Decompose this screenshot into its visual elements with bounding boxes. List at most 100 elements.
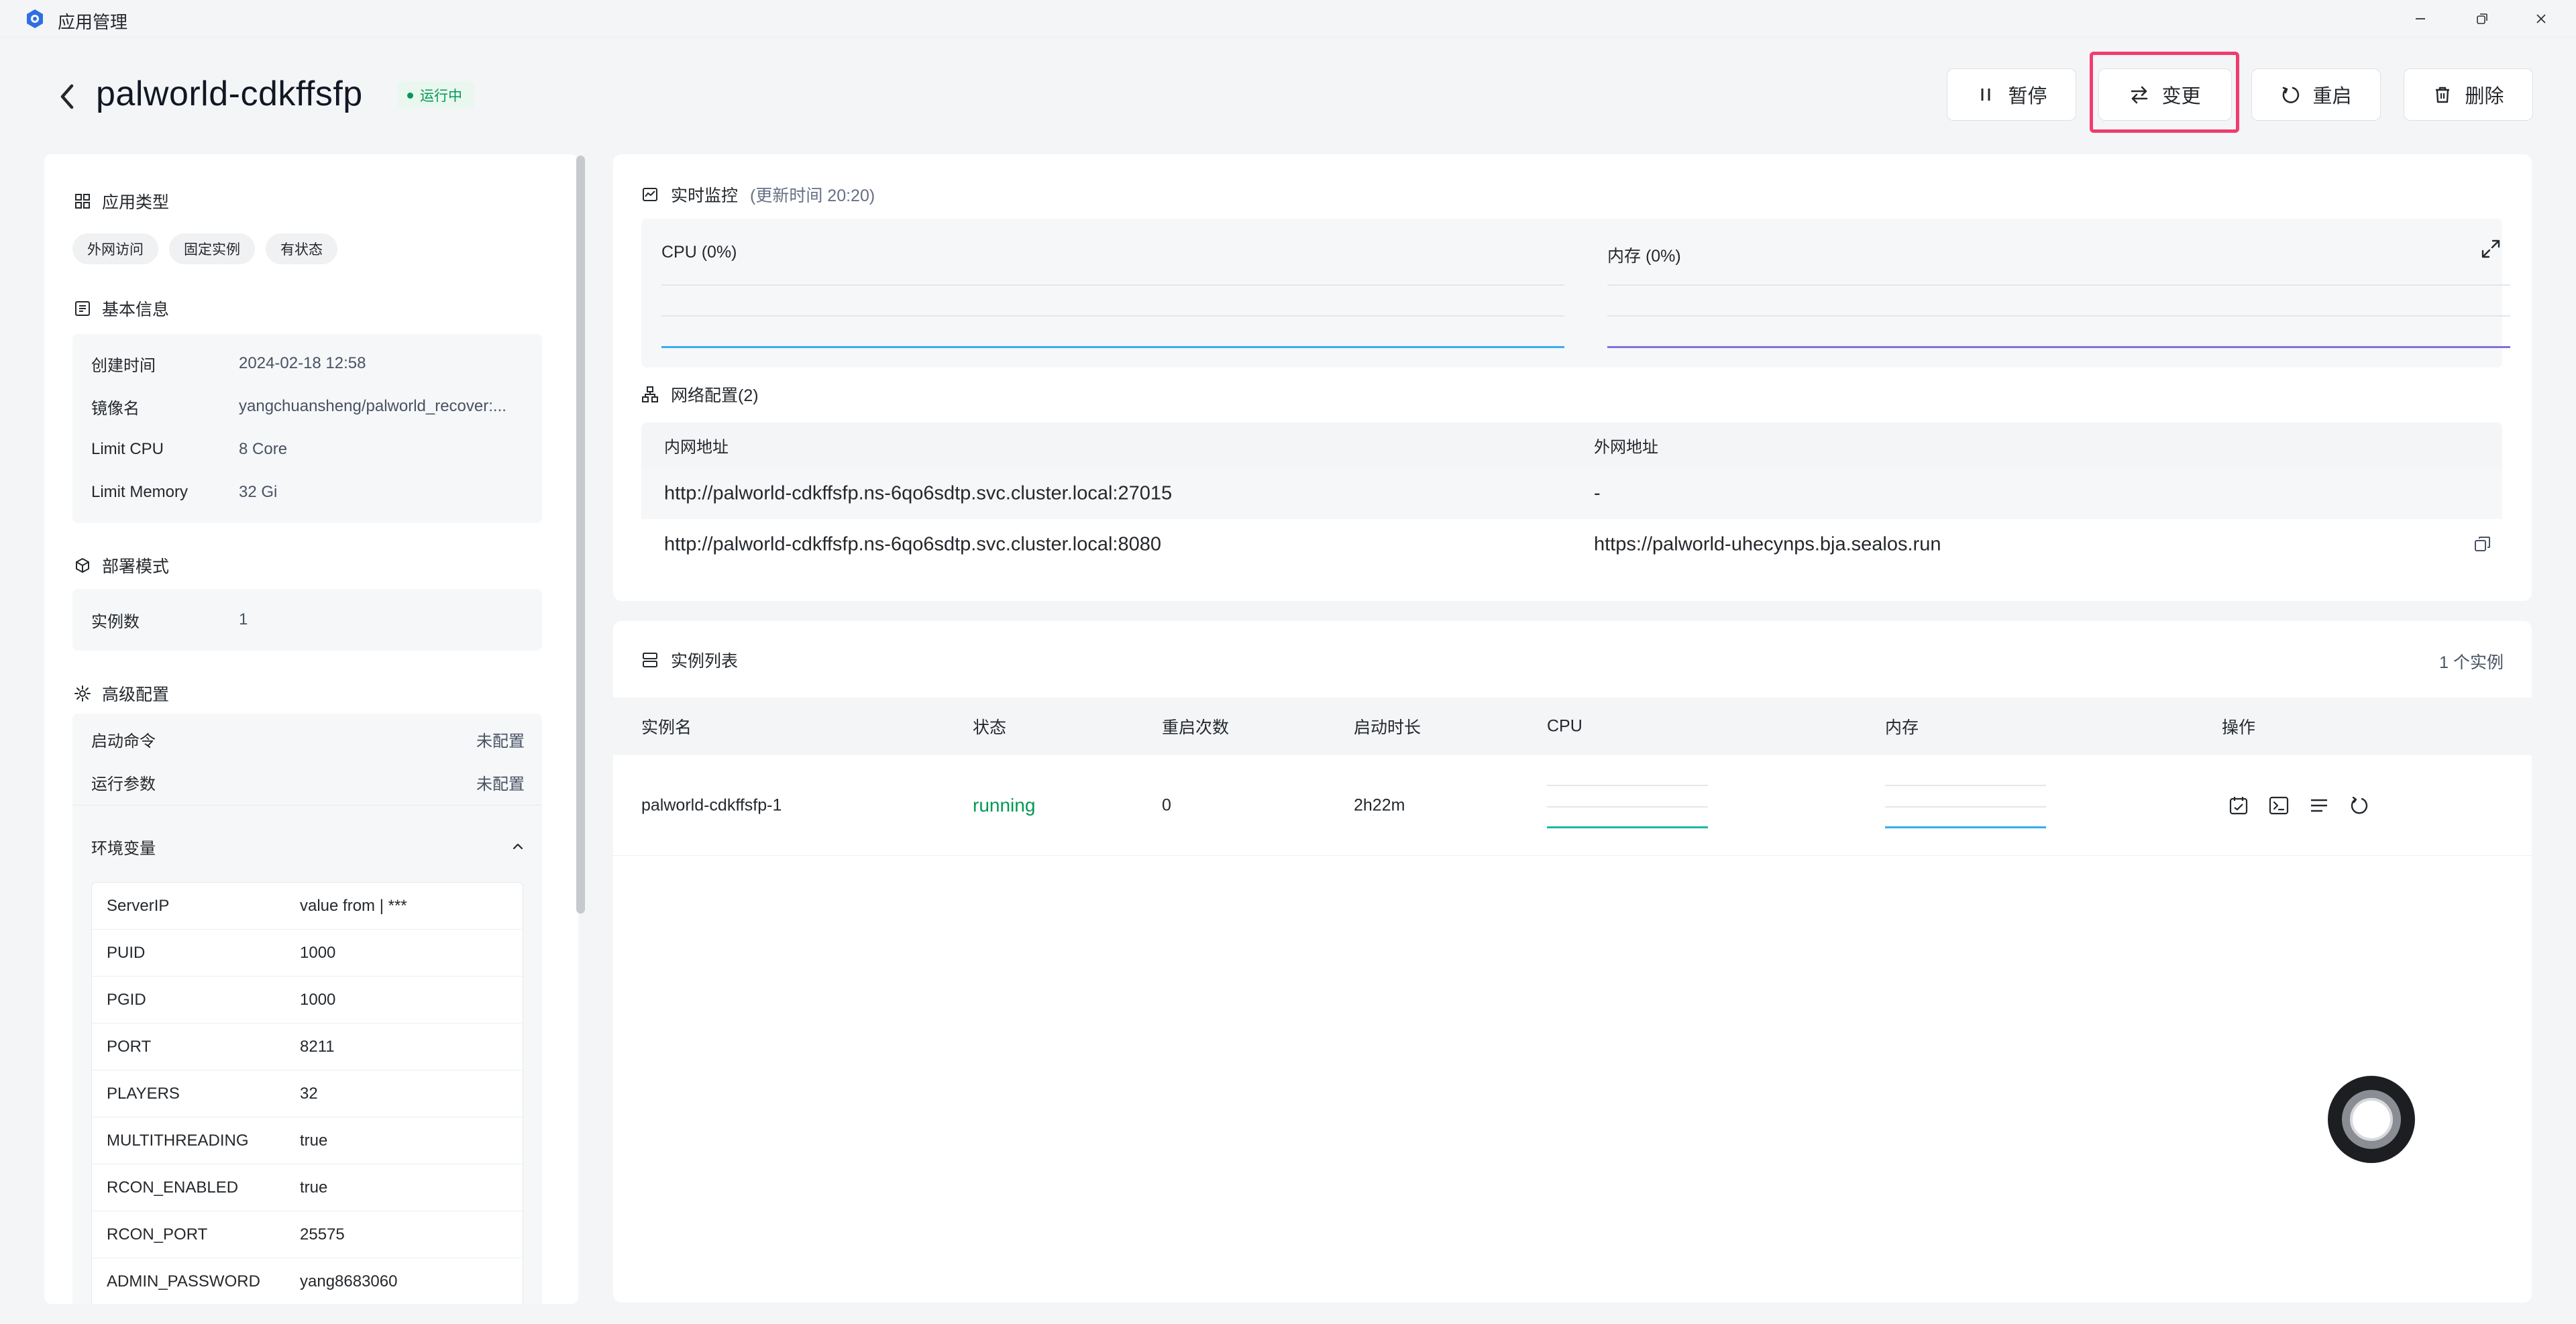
monitor-charts: CPU (0%) 内存 (0%) [641, 219, 2510, 368]
network-table-header: 内网地址 外网地址 [641, 423, 2502, 468]
tag-stateful: 有状态 [266, 233, 337, 264]
status-text: 运行中 [420, 89, 462, 104]
cpu-grid-line [661, 284, 1564, 286]
app-details-panel: 应用类型 外网访问 固定实例 有状态 基本信息 创建时间 2024-02-18 1… [44, 154, 578, 1304]
monitor-section-title: 实时监控 (更新时间 20:20) [641, 182, 875, 207]
instances-section-title: 实例列表 [641, 648, 738, 672]
env-vars-toggle[interactable]: 环境变量 [72, 833, 542, 860]
cpu-grid-line [661, 315, 1564, 317]
document-list-icon [75, 301, 90, 316]
cube-icon [76, 558, 89, 573]
tag-fixed-instance: 固定实例 [169, 233, 255, 264]
status-dot-icon [407, 92, 413, 99]
network-row: http://palworld-cdkffsfp.ns-6qo6sdtp.svc… [641, 468, 2502, 519]
env-row: MULTITHREADING true [92, 1117, 523, 1164]
restore-button[interactable] [2462, 4, 2502, 34]
deploy-mode-section-title: 部署模式 [74, 553, 169, 577]
instance-name: palworld-cdkffsfp-1 [641, 795, 782, 814]
delete-button[interactable]: 删除 [2404, 68, 2533, 121]
network-section-title: 网络配置(2) [641, 382, 759, 406]
terminal-icon[interactable] [2267, 794, 2290, 817]
memory-grid-line [1607, 315, 2510, 317]
expand-icon[interactable] [2479, 237, 2502, 260]
monitor-network-panel: 实时监控 (更新时间 20:20) CPU (0%) 内存 (0%) 网络配置(… [613, 154, 2532, 601]
instances-panel: 实例列表 1 个实例 实例名 状态 重启次数 启动时长 CPU 内存 操作 pa… [613, 621, 2532, 1303]
chevron-up-icon [513, 843, 523, 850]
divider [72, 805, 542, 806]
page-title: palworld-cdkffsfp [96, 74, 363, 113]
env-row: ADMIN_PASSWORD yang8683060 [92, 1258, 523, 1304]
cpu-sparkline-grid [1547, 785, 1708, 786]
internal-address[interactable]: http://palworld-cdkffsfp.ns-6qo6sdtp.svc… [664, 533, 1161, 555]
pause-icon [1981, 89, 1990, 101]
delete-button-label: 删除 [2465, 86, 2504, 107]
cpu-sparkline [1547, 826, 1708, 828]
status-badge: 运行中 [398, 82, 474, 109]
instance-restarts: 0 [1162, 795, 1171, 814]
deploy-mode-box: 实例数 1 [72, 589, 542, 651]
network-icon [642, 386, 658, 402]
basic-info-section-title: 基本信息 [74, 296, 169, 321]
tag-external-access: 外网访问 [72, 233, 158, 264]
restart-button-label: 重启 [2312, 86, 2352, 107]
memory-grid-line [1607, 284, 2510, 286]
restart-icon [2283, 87, 2300, 103]
trash-icon [2436, 87, 2450, 103]
env-vars-table: ServerIP value from | *** PUID 1000 PGID 10… [91, 882, 523, 1304]
env-row: PUID 1000 [92, 930, 523, 977]
monitor-icon [643, 188, 657, 201]
memory-chart-label: 内存 (0%) [1607, 247, 1681, 266]
memory-sparkline [1885, 826, 2046, 828]
change-button[interactable]: 变更 [2098, 68, 2232, 121]
info-row-limit-cpu: Limit CPU 8 Core [91, 440, 288, 458]
left-panel-scrollbar-thumb[interactable] [576, 156, 585, 914]
swap-arrows-icon [2131, 86, 2148, 104]
cpu-sparkline-grid [1547, 806, 1708, 808]
pause-button[interactable]: 暂停 [1947, 68, 2076, 121]
assistant-ring-icon [2342, 1090, 2401, 1149]
back-button[interactable] [55, 82, 79, 111]
events-calendar-icon[interactable] [2227, 794, 2250, 817]
cpu-chart-label: CPU (0%) [661, 243, 737, 262]
memory-usage-line [1607, 346, 2510, 348]
minimize-icon [2416, 18, 2425, 19]
minimize-button[interactable] [2400, 4, 2440, 34]
env-row: RCON_ENABLED true [92, 1164, 523, 1211]
basic-info-box: 创建时间 2024-02-18 12:58 镜像名 yangchuansheng/p… [72, 334, 542, 523]
floating-assistant-button[interactable] [2328, 1076, 2415, 1163]
internal-address[interactable]: http://palworld-cdkffsfp.ns-6qo6sdtp.svc… [664, 482, 1173, 504]
instance-row: palworld-cdkffsfp-1 running 0 2h22m [613, 755, 2532, 856]
env-row: PORT 8211 [92, 1024, 523, 1070]
pause-button-label: 暂停 [2008, 86, 2047, 107]
window-title: 应用管理 [58, 12, 128, 32]
info-row-run-args: 运行参数 未配置 [91, 775, 525, 793]
grid-icon [75, 194, 90, 209]
advanced-config-box: 启动命令 未配置 运行参数 未配置 环境变量 ServerIP value from … [72, 714, 542, 1304]
external-address[interactable]: https://palworld-uhecynps.bja.sealos.run [1594, 533, 1941, 555]
app-type-section-title: 应用类型 [74, 189, 169, 213]
app-logo-icon [27, 9, 43, 28]
window-titlebar: 应用管理 [0, 0, 2576, 38]
memory-sparkline-grid [1885, 785, 2046, 786]
gear-icon [74, 685, 91, 702]
logs-icon[interactable] [2308, 794, 2330, 817]
restart-button[interactable]: 重启 [2251, 68, 2381, 121]
change-button-label: 变更 [2161, 86, 2201, 107]
restore-icon [2477, 13, 2487, 24]
monitor-updated-time: (更新时间 20:20) [750, 186, 875, 205]
env-row: RCON_PORT 25575 [92, 1211, 523, 1258]
network-row: http://palworld-cdkffsfp.ns-6qo6sdtp.svc… [641, 519, 2502, 570]
restart-instance-icon[interactable] [2348, 794, 2371, 817]
info-row-created: 创建时间 2024-02-18 12:58 [91, 354, 366, 375]
copy-icon[interactable] [2473, 535, 2493, 555]
memory-sparkline-grid [1885, 806, 2046, 808]
chevron-left-icon [60, 84, 74, 109]
instance-uptime: 2h22m [1354, 795, 1405, 814]
info-row-start-command: 启动命令 未配置 [91, 732, 525, 751]
close-window-button[interactable] [2521, 4, 2561, 34]
env-row: ServerIP value from | *** [92, 883, 523, 930]
cpu-usage-line [661, 346, 1564, 348]
env-row: PGID 1000 [92, 977, 523, 1024]
close-icon [2536, 14, 2546, 23]
instances-table-header: 实例名 状态 重启次数 启动时长 CPU 内存 操作 [613, 698, 2532, 755]
